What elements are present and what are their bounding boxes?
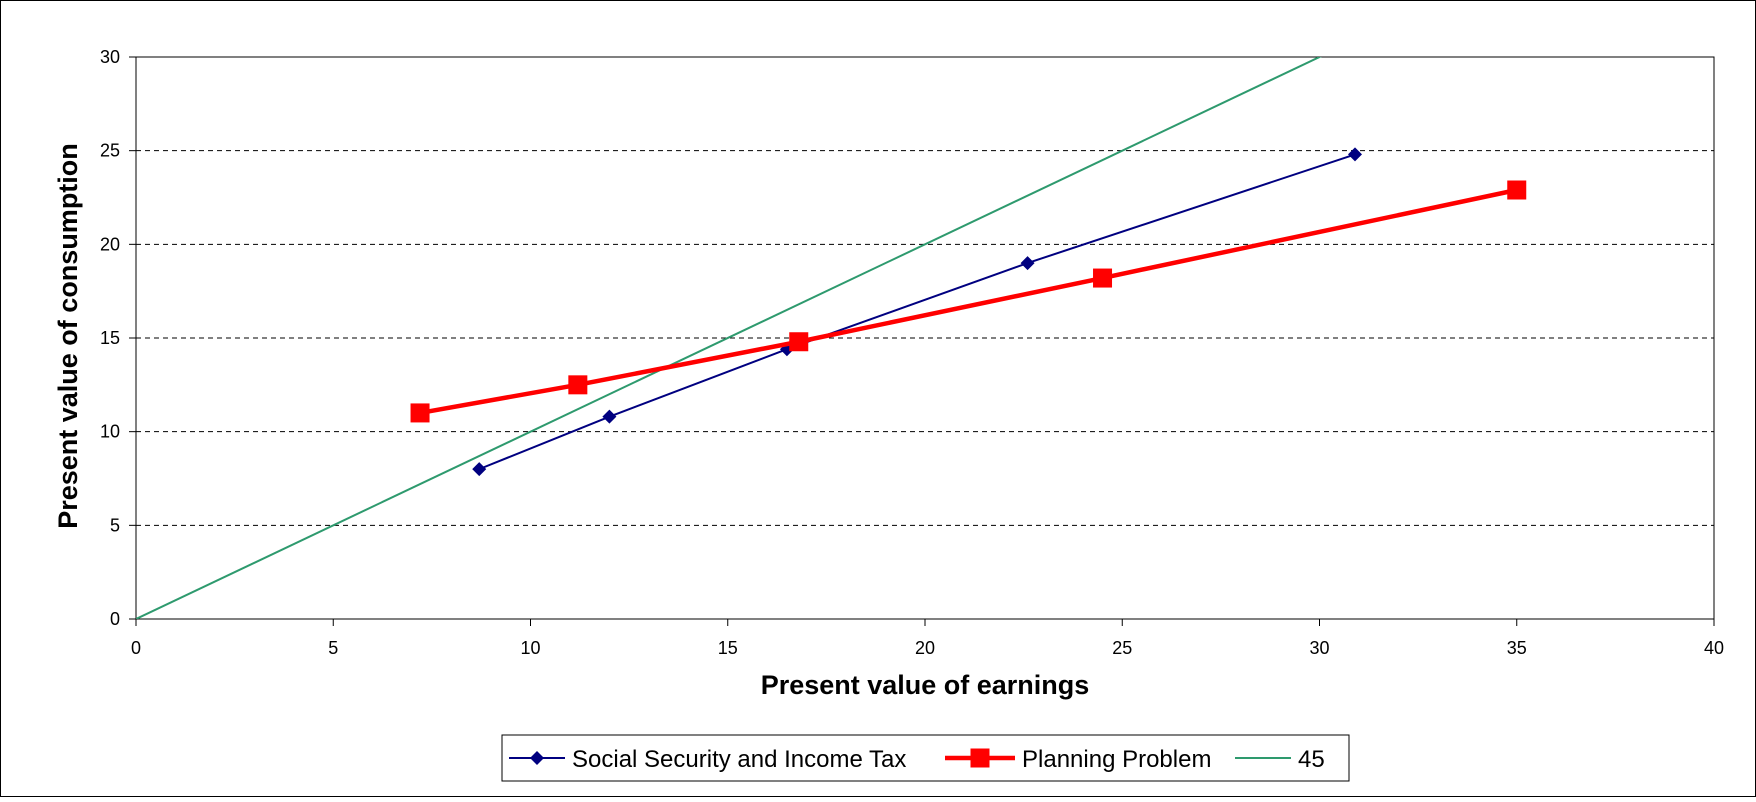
data-point-square	[1507, 180, 1527, 200]
legend-marker-diamond	[530, 751, 544, 765]
gridlines	[136, 150, 1714, 526]
y-axis-title: Present value of consumption	[53, 143, 83, 529]
x-tick-label: 40	[1704, 638, 1724, 658]
x-tick-label: 10	[520, 638, 540, 658]
y-tick-label: 0	[110, 609, 120, 629]
x-tick-label: 0	[131, 638, 141, 658]
data-point-square	[410, 403, 430, 423]
legend-label-2: 45	[1298, 746, 1325, 773]
legend-label-0: Social Security and Income Tax	[572, 746, 906, 773]
y-tick-label: 5	[110, 515, 120, 535]
tick-marks	[129, 56, 1715, 626]
data-point-square	[789, 332, 809, 352]
y-tick-labels: 0 5 10 15 20 25 30	[100, 47, 120, 629]
series-group	[136, 57, 1527, 619]
data-point-diamond	[1020, 256, 1035, 271]
y-tick-label: 15	[100, 328, 120, 348]
data-point-diamond	[1348, 147, 1363, 162]
legend: Social Security and Income Tax Planning P…	[501, 734, 1350, 782]
x-tick-label: 20	[915, 638, 935, 658]
x-tick-label: 35	[1507, 638, 1527, 658]
x-tick-labels: 0 5 10 15 20 25 30 35 40	[131, 638, 1724, 658]
y-tick-label: 20	[100, 234, 120, 254]
y-tick-label: 10	[100, 422, 120, 442]
data-point-square	[568, 375, 588, 395]
y-tick-label: 30	[100, 47, 120, 67]
data-point-diamond	[602, 409, 617, 424]
x-axis-title: Present value of earnings	[761, 670, 1090, 700]
y-tick-label: 25	[100, 141, 120, 161]
x-tick-label: 30	[1309, 638, 1329, 658]
x-tick-label: 5	[328, 638, 338, 658]
x-tick-label: 15	[718, 638, 738, 658]
data-point-square	[1093, 268, 1113, 288]
legend-box	[501, 734, 1350, 782]
x-tick-label: 25	[1112, 638, 1132, 658]
data-point-diamond	[472, 462, 487, 477]
series-line-2	[136, 57, 1322, 619]
legend-label-1: Planning Problem	[1022, 746, 1211, 773]
legend-marker-square	[970, 748, 990, 768]
